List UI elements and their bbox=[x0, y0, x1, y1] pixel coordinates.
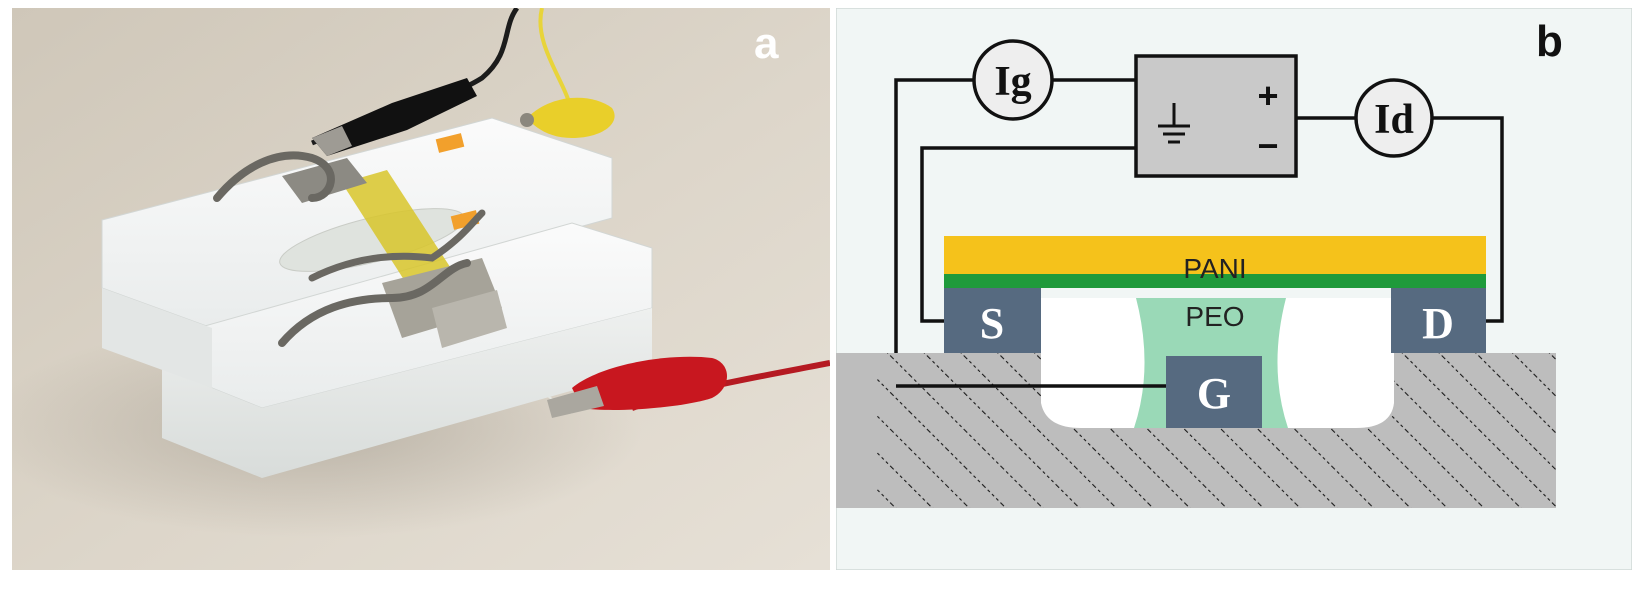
device-photo: a bbox=[12, 8, 830, 570]
voltage-source: + − bbox=[1134, 54, 1298, 178]
spring-clip-front-1 bbox=[278, 259, 471, 347]
metal-contact-front bbox=[382, 258, 502, 338]
drain-wire bbox=[1432, 116, 1504, 323]
yellow-alligator-clip bbox=[527, 97, 615, 138]
panel-letter-b: b bbox=[1536, 17, 1563, 66]
id-meter-label: Id bbox=[1374, 97, 1414, 143]
substrate bbox=[876, 353, 1556, 508]
spring-clip-back bbox=[213, 151, 335, 202]
id-meter-circle bbox=[1354, 78, 1434, 158]
spring-clip-front-2 bbox=[308, 209, 486, 282]
source-label: S bbox=[980, 299, 1004, 348]
negative-sign: − bbox=[1257, 125, 1278, 166]
ground-icon bbox=[1158, 103, 1190, 144]
drain-label: D bbox=[1422, 299, 1454, 348]
ig-meter-circle bbox=[972, 39, 1054, 121]
drain-block bbox=[1391, 288, 1486, 353]
black-clip-jaw bbox=[312, 126, 352, 156]
red-clip-jaw bbox=[547, 386, 604, 418]
positive-sign: + bbox=[1257, 75, 1278, 116]
front-block-side bbox=[162, 308, 652, 478]
schematic-panel: b Ig Id bbox=[836, 8, 1632, 570]
battery-box bbox=[1134, 54, 1298, 178]
metal-contact-back bbox=[282, 158, 367, 203]
ig-meter-label: Ig bbox=[994, 59, 1031, 105]
yellow-clip-jaw bbox=[520, 113, 534, 127]
gate-electrode: G bbox=[1166, 356, 1262, 428]
ig-meter: Ig bbox=[972, 39, 1054, 121]
drain-electrode: D bbox=[1391, 288, 1486, 353]
metal-block-front bbox=[432, 290, 507, 348]
orange-tape bbox=[435, 133, 465, 153]
pani-layer bbox=[944, 236, 1486, 274]
source-electrode: S bbox=[944, 288, 1041, 353]
photo-panel: a bbox=[12, 8, 830, 570]
gate-label: G bbox=[1197, 369, 1231, 418]
peo-label: PEO bbox=[1185, 301, 1244, 332]
id-meter: Id bbox=[1354, 78, 1434, 158]
back-block-side bbox=[102, 288, 212, 388]
red-alligator-clip bbox=[572, 356, 727, 410]
source-block bbox=[944, 288, 1041, 353]
transistor-schematic: b Ig Id bbox=[836, 8, 1632, 570]
black-alligator-clip bbox=[312, 78, 477, 156]
pani-label: PANI bbox=[1183, 253, 1246, 284]
source-wire bbox=[920, 146, 1136, 323]
panel-letter-a: a bbox=[754, 19, 779, 68]
green-interface-layer bbox=[944, 274, 1486, 288]
gate-block bbox=[1166, 356, 1262, 428]
